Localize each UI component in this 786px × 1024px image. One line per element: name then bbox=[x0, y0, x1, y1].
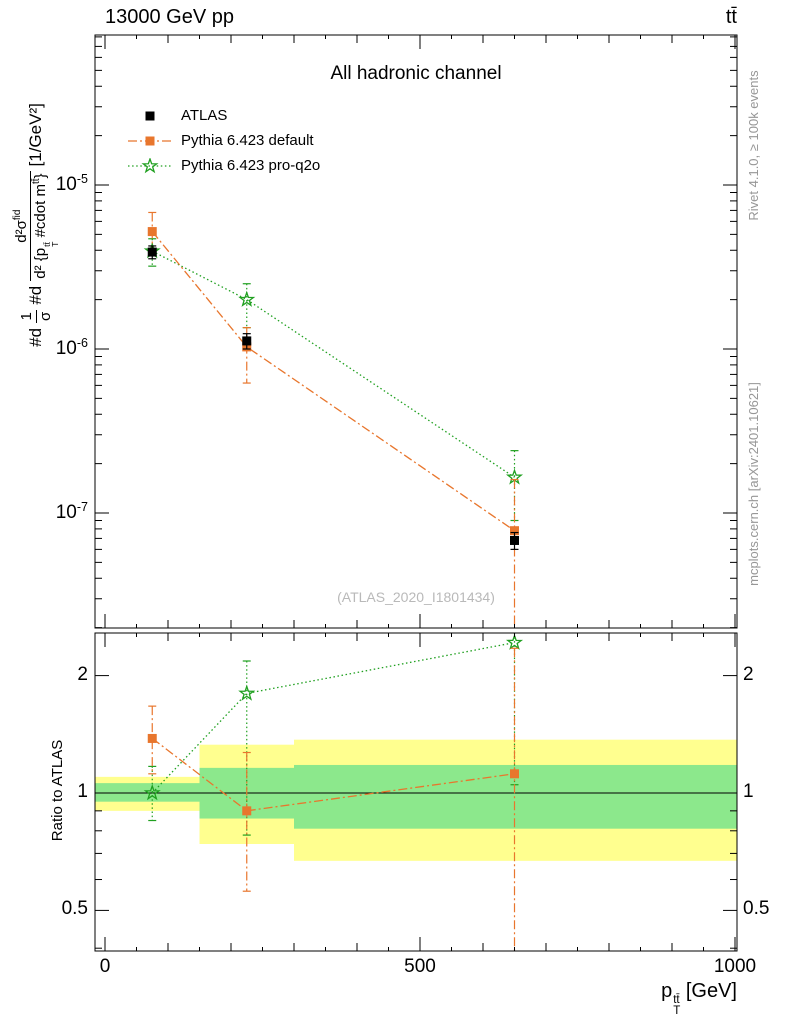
pythia-6-423-pro-q2o-line bbox=[151, 641, 515, 794]
series-pythia-6-423-pro-q2o bbox=[143, 238, 524, 522]
tick-text: 10 bbox=[55, 174, 77, 195]
atlas-marker bbox=[510, 535, 519, 545]
pythia-6-423-pro-q2o-line bbox=[152, 250, 515, 478]
y-axis-title-part: [1/GeV²] bbox=[26, 103, 45, 167]
main-series bbox=[143, 211, 524, 628]
legend-label-atlas: ATLAS bbox=[181, 107, 228, 124]
legend-label-pythia-proq2o: Pythia 6.423 pro-q2o bbox=[181, 157, 321, 174]
main-panel-frame bbox=[94, 34, 738, 629]
legend-item-pythia-proq2o: Pythia 6.423 pro-q2o bbox=[127, 153, 320, 178]
y-axis-title-part: σ bbox=[35, 309, 54, 323]
analysis-watermark: (ATLAS_2020_I1801434) bbox=[337, 589, 495, 605]
legend-star-marker bbox=[141, 157, 159, 173]
pythia-6-423-default-marker bbox=[147, 227, 157, 237]
x-axis-title: p tt̄ T [GeV] bbox=[437, 980, 737, 1017]
tick-text: -5 bbox=[76, 172, 88, 186]
legend-square-marker bbox=[145, 136, 155, 145]
x-axis-title-part: tt̄ bbox=[673, 992, 680, 1006]
y-axis-title-numerator: d²σfid bbox=[12, 208, 30, 245]
legend-marker-graphic bbox=[128, 157, 172, 173]
legend-marker-atlas bbox=[127, 108, 173, 124]
ratio-panel-frame bbox=[94, 632, 738, 952]
atlas-marker bbox=[147, 247, 157, 257]
tick-text: -7 bbox=[76, 500, 88, 514]
ratio-y-tick-label-left: 1 bbox=[77, 781, 88, 802]
pythia-6-423-default-line bbox=[151, 231, 515, 532]
legend-marker-pythia-proq2o bbox=[127, 157, 173, 174]
x-axis-title-supsub: tt̄ T bbox=[673, 994, 680, 1017]
series-pythia-6-423-default bbox=[147, 647, 519, 951]
main-y-tick-label: 10-6 bbox=[28, 336, 88, 360]
x-axis-title-part: p bbox=[661, 980, 673, 1002]
series-atlas bbox=[147, 245, 519, 550]
ratio-y-tick-label-left: 0.5 bbox=[61, 898, 88, 920]
legend-item-pythia-default: Pythia 6.423 default bbox=[127, 128, 320, 153]
legend-marker-graphic bbox=[145, 111, 155, 120]
x-tick-label: 0 bbox=[99, 956, 111, 977]
legend-label-pythia-default: Pythia 6.423 default bbox=[181, 132, 314, 149]
ratio-series bbox=[143, 633, 524, 951]
beam-energy-label: 13000 GeV pp bbox=[105, 6, 234, 28]
pythia-6-423-pro-q2o-marker bbox=[143, 784, 161, 801]
tick-text: 10 bbox=[55, 338, 77, 359]
ratio-y-tick-label-left: 2 bbox=[77, 663, 88, 685]
main-y-tick-label: 10-7 bbox=[28, 500, 88, 524]
x-tick-label: 1000 bbox=[713, 956, 757, 977]
pythia-6-423-default-marker bbox=[510, 526, 519, 536]
plot-title: All hadronic channel bbox=[330, 63, 502, 84]
pythia-6-423-default-marker bbox=[242, 806, 252, 816]
y-axis-title-part: #d bbox=[26, 285, 45, 305]
x-axis-title-part: [GeV] bbox=[680, 980, 737, 1002]
y-axis-title-part: T bbox=[50, 241, 61, 247]
y-axis-title-supsub: tt̄ T bbox=[42, 241, 61, 247]
pythia-6-423-default-marker bbox=[147, 733, 157, 743]
y-axis-title-part: d² {p bbox=[32, 247, 50, 279]
tick-text: -6 bbox=[76, 336, 88, 350]
process-label: tt̄ bbox=[725, 6, 737, 28]
legend-square-marker bbox=[145, 111, 155, 120]
y-axis-title-part: 1 bbox=[18, 312, 36, 321]
legend: ATLAS Pythia 6.423 default Pythia 6.423 … bbox=[127, 103, 320, 178]
legend-marker-pythia-default bbox=[127, 133, 173, 149]
pythia-6-423-pro-q2o-marker bbox=[505, 633, 524, 650]
y-axis-title-part: d²σ bbox=[13, 220, 30, 243]
pythia-6-423-pro-q2o-marker bbox=[238, 684, 256, 701]
legend-item-atlas: ATLAS bbox=[127, 103, 320, 128]
tick-text: 10 bbox=[55, 502, 77, 523]
ratio-y-tick-label-right: 1 bbox=[743, 781, 754, 802]
rivet-version-note: Rivet 4.1.0, ≥ 100k events bbox=[745, 70, 761, 221]
axis-ticks bbox=[95, 35, 737, 951]
ratio-y-tick-label-right: 2 bbox=[743, 663, 754, 685]
x-tick-label: 500 bbox=[404, 956, 436, 977]
y-axis-title-fraction: 1 σ bbox=[18, 309, 54, 323]
pythia-6-423-pro-q2o-marker bbox=[238, 290, 256, 307]
ratio-uncertainty-bands bbox=[95, 739, 737, 861]
atlas-marker bbox=[242, 336, 252, 346]
y-axis-title-part: fid bbox=[12, 209, 23, 221]
x-axis-title-part: T bbox=[673, 1004, 681, 1018]
pythia-6-423-default-marker bbox=[510, 769, 519, 779]
ratio-y-tick-label-right: 0.5 bbox=[743, 898, 770, 920]
mcplots-reference-note: mcplots.cern.ch [arXiv:2401.10621] bbox=[745, 382, 761, 586]
legend-marker-graphic bbox=[128, 136, 172, 145]
main-y-tick-label: 10-5 bbox=[28, 172, 88, 196]
series-pythia-6-423-pro-q2o bbox=[143, 633, 524, 836]
